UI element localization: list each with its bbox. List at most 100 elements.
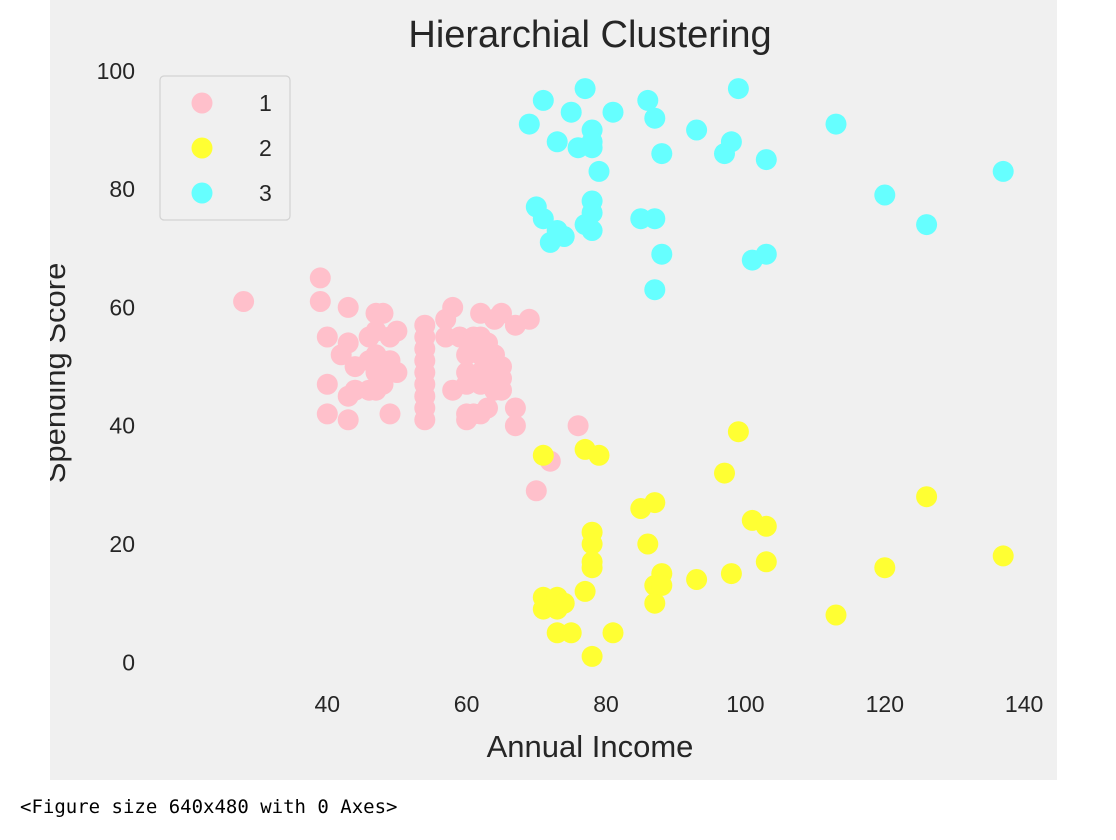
point-cluster-2-11 (581, 533, 603, 555)
point-cluster-2-25 (714, 462, 735, 484)
y-tick-label-60: 60 (109, 294, 135, 320)
point-cluster-3-22 (644, 107, 666, 129)
point-cluster-1-5 (316, 403, 338, 425)
point-cluster-2-15 (588, 444, 610, 466)
point-cluster-1-10 (337, 409, 359, 431)
point-cluster-3-0 (518, 113, 540, 135)
point-cluster-2-18 (637, 533, 659, 555)
y-tick-label-80: 80 (109, 176, 135, 202)
x-tick-labels: 40 60 80 100 120 140 (315, 691, 1044, 717)
point-cluster-1-0 (233, 291, 255, 312)
point-cluster-1-4 (316, 373, 338, 395)
point-cluster-3-14 (581, 137, 603, 159)
point-cluster-2-7 (560, 622, 582, 644)
x-axis-label: Annual Income (487, 729, 694, 764)
point-cluster-1-71 (504, 397, 526, 419)
point-cluster-2-26 (720, 563, 742, 585)
point-cluster-3-30 (727, 78, 749, 100)
legend-label-3: 3 (259, 180, 272, 206)
y-axis-label: Spending Score (50, 263, 72, 484)
point-cluster-2-14 (581, 645, 603, 667)
legend-label-2: 2 (259, 135, 272, 161)
point-cluster-2-31 (825, 604, 847, 626)
point-cluster-2-33 (916, 486, 938, 508)
legend-marker-3 (191, 182, 213, 204)
scatter-chart: 40 60 80 100 120 140 0 20 40 60 80 100 Hierarchial… (50, 14, 1044, 764)
point-cluster-2-27 (727, 421, 749, 443)
x-tick-label-120: 120 (866, 691, 904, 717)
point-cluster-3-23 (644, 208, 666, 230)
point-cluster-3-2 (532, 89, 554, 111)
legend-frame (159, 75, 291, 221)
point-cluster-3-19 (602, 101, 624, 123)
y-tick-label-20: 20 (109, 531, 135, 557)
legend: 1 2 3 (159, 75, 291, 221)
point-cluster-3-7 (553, 226, 575, 247)
point-cluster-2-32 (874, 557, 896, 579)
y-tick-label-40: 40 (109, 413, 135, 439)
point-cluster-1-61 (477, 397, 498, 419)
point-cluster-1-3 (316, 326, 338, 348)
point-cluster-1-27 (386, 320, 408, 342)
point-cluster-3-33 (755, 243, 777, 265)
point-cluster-3-32 (755, 149, 777, 171)
point-cluster-3-8 (560, 101, 582, 123)
point-cluster-2-6 (553, 592, 575, 614)
y-tick-label-100: 100 (97, 58, 135, 84)
point-cluster-3-18 (588, 160, 610, 182)
y-tick-label-0: 0 (122, 649, 135, 675)
y-tick-labels: 0 20 40 60 80 100 (97, 58, 135, 675)
legend-label-1: 1 (259, 90, 272, 116)
point-cluster-1-28 (386, 362, 408, 383)
point-cluster-3-25 (651, 143, 673, 165)
x-tick-label-140: 140 (1005, 691, 1043, 717)
point-cluster-1-76 (567, 415, 589, 437)
x-tick-label-80: 80 (593, 691, 619, 717)
figure-size-output: <Figure size 640x480 with 0 Axes> (20, 796, 398, 818)
legend-entries: 1 2 3 (191, 90, 272, 206)
point-cluster-2-24 (686, 569, 708, 590)
x-tick-label-100: 100 (726, 691, 764, 717)
point-cluster-1-8 (337, 332, 359, 354)
point-cluster-1-23 (372, 373, 394, 395)
point-cluster-1-74 (525, 480, 547, 502)
point-cluster-1-40 (442, 296, 464, 318)
point-cluster-2-23 (651, 574, 673, 596)
point-cluster-3-34 (825, 113, 847, 135)
point-cluster-3-29 (720, 131, 742, 153)
point-cluster-1-72 (504, 415, 526, 437)
point-cluster-3-24 (644, 279, 666, 301)
legend-marker-1 (191, 92, 213, 114)
point-cluster-2-19 (644, 492, 666, 514)
points-layer (233, 78, 1014, 667)
point-cluster-3-36 (916, 214, 938, 236)
point-cluster-3-16 (581, 202, 603, 224)
point-cluster-3-27 (686, 119, 708, 141)
point-cluster-3-35 (874, 184, 896, 206)
point-cluster-1-73 (518, 308, 540, 330)
figure: 40 60 80 100 120 140 0 20 40 60 80 100 Hierarchial… (50, 0, 1057, 780)
point-cluster-1-7 (337, 296, 359, 318)
point-cluster-2-29 (755, 515, 777, 537)
point-cluster-2-0 (532, 444, 554, 466)
point-cluster-2-34 (992, 545, 1014, 567)
point-cluster-3-5 (546, 131, 568, 153)
chart-title: Hierarchial Clustering (408, 14, 771, 56)
x-tick-label-60: 60 (454, 691, 480, 717)
point-cluster-1-66 (491, 302, 512, 324)
point-cluster-3-3 (532, 208, 554, 230)
point-cluster-2-21 (644, 592, 666, 614)
point-cluster-1-26 (379, 403, 401, 425)
point-cluster-3-17 (581, 220, 603, 241)
point-cluster-1-21 (372, 302, 394, 324)
point-cluster-3-21 (637, 89, 659, 111)
point-cluster-2-30 (755, 551, 777, 573)
point-cluster-1-69 (491, 379, 512, 401)
point-cluster-3-26 (651, 243, 673, 265)
point-cluster-2-16 (602, 622, 624, 644)
point-cluster-3-37 (992, 160, 1014, 182)
point-cluster-1-37 (414, 409, 436, 431)
point-cluster-1-1 (309, 267, 331, 289)
point-cluster-3-10 (574, 78, 596, 100)
x-tick-label-40: 40 (315, 691, 341, 717)
